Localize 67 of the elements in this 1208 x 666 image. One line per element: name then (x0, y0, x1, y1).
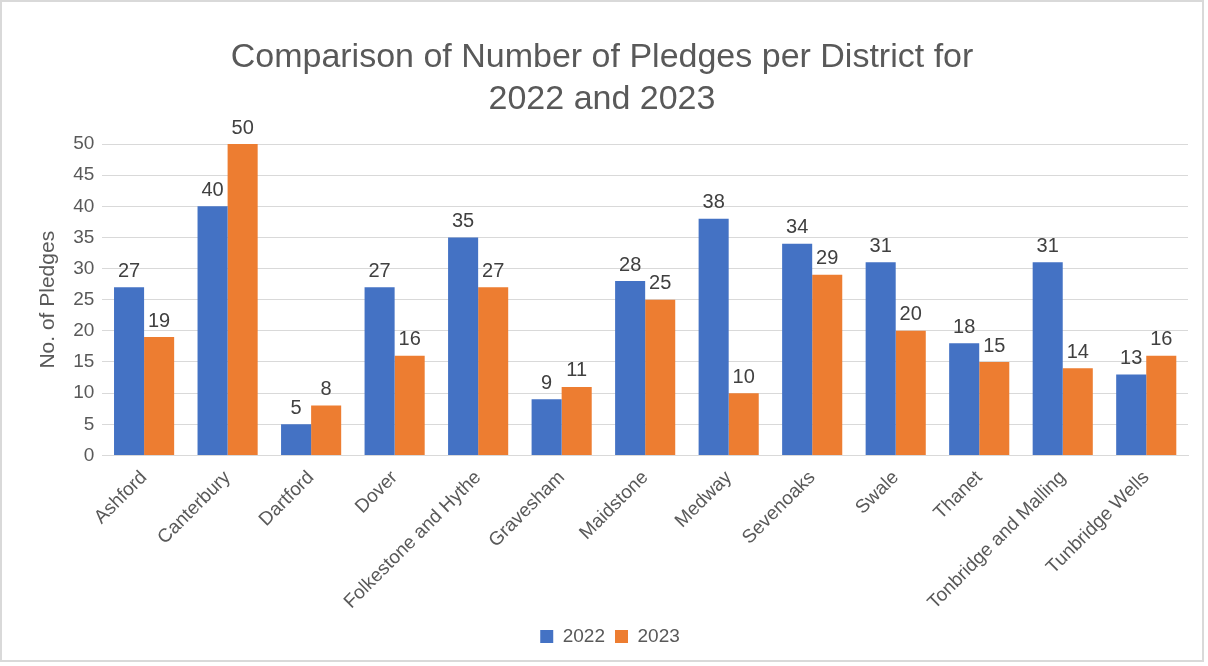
bar (1116, 374, 1147, 455)
data-label: 27 (117, 258, 141, 281)
y-tick-label: 5 (83, 412, 95, 434)
bar (895, 330, 926, 455)
y-tick-label: 20 (73, 319, 95, 341)
y-tick-label: 10 (73, 381, 95, 403)
data-label: 25 (649, 271, 672, 294)
bar (1032, 262, 1063, 455)
data-label: 19 (148, 308, 171, 331)
bar (782, 243, 813, 455)
y-tick-label: 50 (73, 132, 95, 154)
bar (394, 355, 425, 455)
data-label: 27 (368, 258, 391, 281)
bar (478, 287, 509, 455)
data-label: 15 (983, 333, 1006, 356)
bar (448, 237, 479, 455)
legend-label: 2023 (637, 624, 680, 646)
bar (561, 386, 592, 455)
data-label: 28 (619, 252, 642, 275)
data-label: 10 (732, 364, 755, 387)
data-label: 13 (1120, 345, 1143, 368)
data-label: 31 (869, 233, 892, 256)
bar (197, 206, 228, 455)
y-tick-label: 15 (73, 350, 95, 372)
bar (865, 262, 896, 455)
bar (615, 281, 646, 455)
bar (645, 299, 676, 455)
data-label: 50 (231, 115, 254, 138)
bar (1146, 355, 1177, 455)
bar (531, 399, 562, 455)
y-tick-label: 45 (73, 163, 95, 185)
data-label: 9 (541, 370, 553, 393)
bar (698, 218, 729, 455)
data-label: 29 (816, 246, 839, 269)
bar (311, 405, 342, 455)
y-axis-title: No. of Pledges (35, 230, 59, 369)
data-label: 38 (702, 190, 725, 213)
y-tick-label: 25 (73, 287, 95, 309)
data-label: 40 (201, 177, 224, 200)
data-label: 31 (1036, 233, 1059, 256)
y-tick-label: 0 (83, 443, 95, 465)
y-tick-label: 40 (73, 194, 95, 216)
chart-title: Comparison of Number of Pledges per District for 2022 and 2023 (230, 36, 974, 116)
bar (1062, 368, 1093, 455)
bar (227, 144, 258, 455)
bar (281, 424, 312, 455)
data-label: 16 (1150, 327, 1173, 350)
data-label: 34 (786, 215, 809, 238)
y-tick-label: 35 (73, 225, 95, 247)
bar (364, 287, 395, 455)
bar (728, 393, 759, 455)
data-label: 20 (899, 302, 922, 325)
data-label: 35 (451, 208, 475, 231)
bar (812, 274, 843, 455)
legend-label: 2022 (562, 624, 606, 646)
data-label: 8 (320, 377, 332, 400)
bar (114, 287, 145, 455)
bar (144, 337, 175, 455)
data-label: 27 (482, 258, 505, 281)
bar (979, 362, 1010, 455)
data-label: 16 (398, 327, 421, 350)
y-tick-label: 30 (73, 256, 95, 278)
bar (949, 343, 980, 455)
data-label: 18 (953, 314, 976, 337)
data-label: 11 (566, 358, 588, 381)
data-label: 14 (1066, 339, 1089, 362)
data-label: 5 (290, 395, 302, 418)
